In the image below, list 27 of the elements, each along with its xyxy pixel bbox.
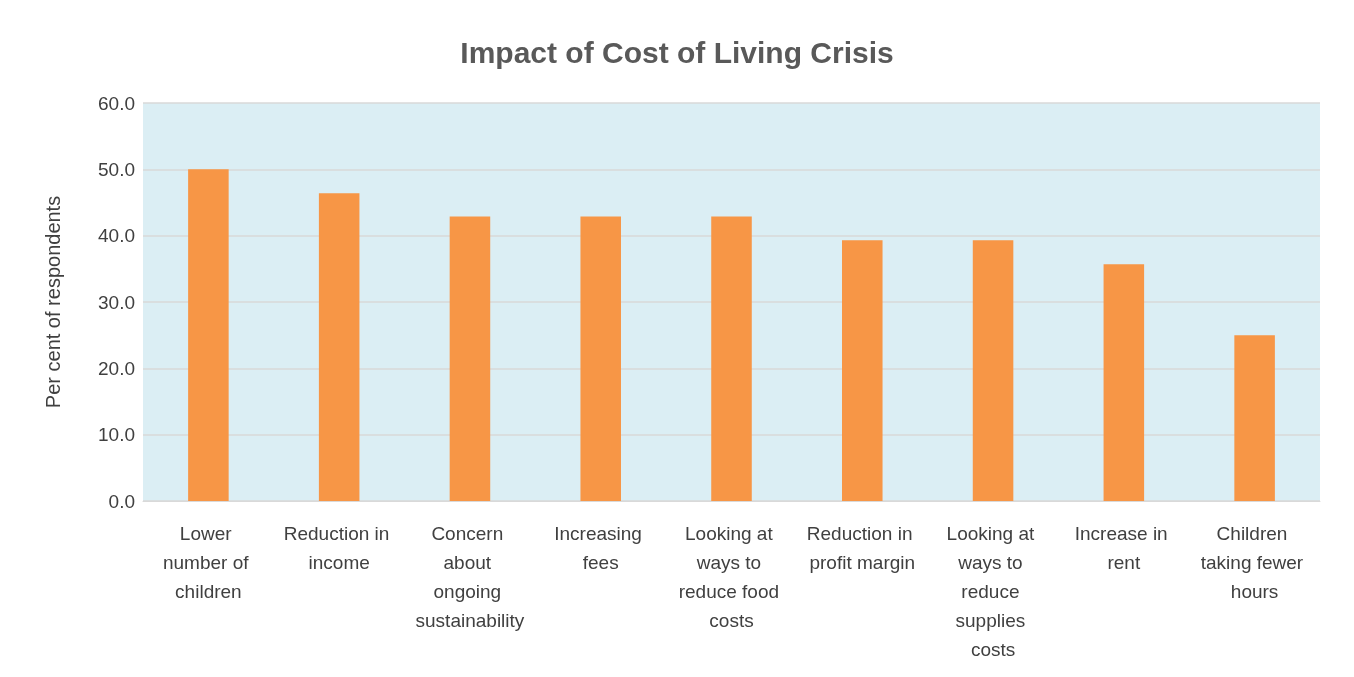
bar — [972, 240, 1014, 501]
y-tick-label: 30.0 — [98, 291, 135, 313]
y-axis-title: Per cent of respondents — [42, 195, 64, 409]
bar — [711, 216, 752, 501]
x-tick-label: Looking at ways to reduce food costs — [678, 523, 785, 631]
x-tick-label: Looking at ways to reduce supplies costs — [946, 523, 1040, 660]
chart-title: Impact of Cost of Living Crisis — [460, 35, 894, 69]
bar — [1234, 335, 1275, 501]
bar — [188, 169, 229, 501]
y-tick-label: 50.0 — [98, 158, 135, 180]
x-tick-label: Concern about ongoing sustainability — [415, 523, 525, 631]
bar — [318, 193, 360, 501]
x-tick-label: Increase in rent — [1074, 523, 1173, 573]
x-tick-label: Lower number of children — [162, 523, 254, 602]
x-tick-label: Reduction in income — [283, 523, 395, 573]
bar — [842, 240, 883, 501]
y-tick-label: 0.0 — [108, 490, 135, 512]
x-tick-label: Children taking fewer hours — [1200, 523, 1309, 602]
x-tick-label: Increasing fees — [554, 523, 648, 573]
y-tick-label: 10.0 — [98, 424, 135, 446]
x-tick-label: Reduction in profit margin — [806, 523, 918, 573]
y-tick-label: 20.0 — [98, 357, 135, 379]
bar — [1103, 264, 1145, 501]
bar — [580, 216, 621, 501]
y-tick-label: 60.0 — [98, 92, 135, 114]
y-tick-label: 40.0 — [98, 225, 135, 247]
bar — [449, 216, 491, 501]
